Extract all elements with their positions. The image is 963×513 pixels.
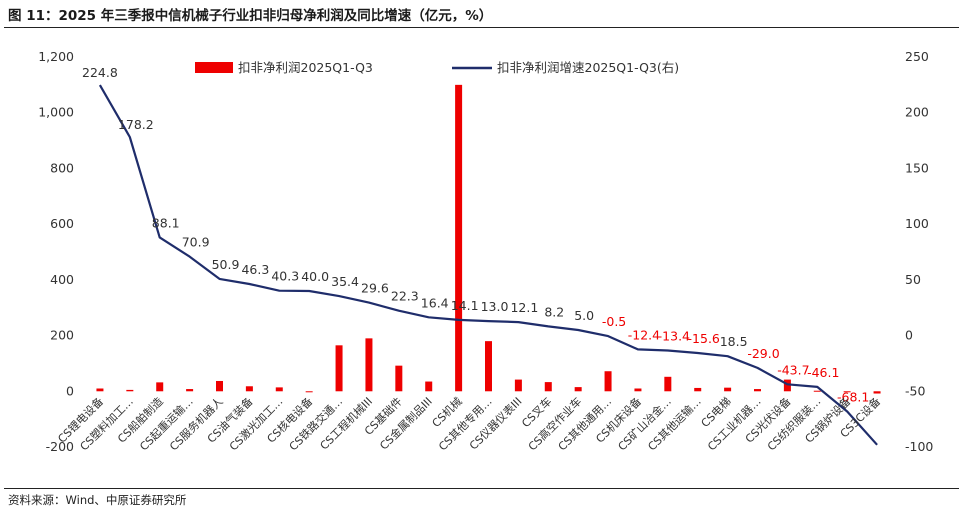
chart: -200 0 200 400 600 800 1,000 1,200 -100 -50 0 50 10… xyxy=(38,49,933,454)
line-data-label: 12.1 xyxy=(510,300,538,315)
line-data-label: 224.8 xyxy=(82,65,118,80)
right-tick-label: -100 xyxy=(905,439,933,454)
bar-series xyxy=(96,84,881,394)
line-data-label: 35.4 xyxy=(331,274,359,289)
bar xyxy=(216,380,223,392)
bar xyxy=(604,371,612,392)
line-data-label: 178.2 xyxy=(118,117,154,132)
bar xyxy=(544,382,552,392)
bar xyxy=(305,391,313,393)
bar xyxy=(395,365,403,392)
bar xyxy=(574,387,582,392)
line-data-label: 40.0 xyxy=(301,269,329,284)
bar xyxy=(245,386,253,392)
line-data-label: 18.5 xyxy=(720,334,748,349)
bar xyxy=(96,388,104,392)
data-labels: 224.8 178.2 88.170.950.9 46.3 40.3 40.0 35.4 29… xyxy=(82,65,869,404)
bar xyxy=(425,381,433,392)
line-data-label: 8.2 xyxy=(544,304,564,319)
left-tick-label: 200 xyxy=(50,328,74,343)
right-tick-label: 50 xyxy=(905,272,921,287)
left-tick-label: 800 xyxy=(50,160,74,175)
line-data-label: -43.7 xyxy=(777,362,809,377)
top-rule xyxy=(4,27,959,28)
bar xyxy=(485,341,492,392)
bar xyxy=(873,391,881,394)
left-tick-label: 1,200 xyxy=(38,49,74,64)
source-note: 资料来源：Wind、中原证券研究所 xyxy=(8,493,187,507)
bar xyxy=(126,389,134,392)
bar xyxy=(156,382,164,392)
line-data-label: -46.1 xyxy=(807,365,839,380)
bar xyxy=(634,388,642,392)
legend: 扣非净利润2025Q1-Q3 扣非净利润增速2025Q1-Q3(右) xyxy=(195,60,679,75)
bar xyxy=(843,391,851,393)
line-data-label: -0.5 xyxy=(602,314,626,329)
right-tick-label: 200 xyxy=(905,105,929,120)
left-tick-label: 600 xyxy=(50,216,74,231)
figure-title: 图 11：2025 年三季报中信机械子行业扣非归母净利润及同比增速（亿元，%） xyxy=(8,8,493,24)
left-axis: -200 0 200 400 600 800 1,000 1,200 xyxy=(38,49,74,454)
line-data-label: 46.3 xyxy=(241,262,269,277)
left-tick-label: 0 xyxy=(66,383,74,398)
left-tick-label: -200 xyxy=(46,439,74,454)
bar xyxy=(455,84,463,392)
line-data-label: 29.6 xyxy=(361,281,389,296)
line-data-label: 14.1 xyxy=(451,298,479,313)
line-data-label: -13.4 xyxy=(658,329,690,344)
line-data-label: 16.4 xyxy=(421,295,449,310)
right-axis: -100 -50 0 50 100 150 200 250 xyxy=(905,49,933,454)
legend-bar-label: 扣非净利润2025Q1-Q3 xyxy=(238,60,373,75)
bar xyxy=(694,387,702,392)
line-data-label: -68.1 xyxy=(837,389,869,404)
line-data-label: 5.0 xyxy=(574,308,594,323)
line-data-label: 70.9 xyxy=(182,235,210,250)
left-tick-label: 1,000 xyxy=(38,105,74,120)
bar xyxy=(754,389,761,392)
bar xyxy=(365,338,373,392)
line-data-label: 22.3 xyxy=(391,289,419,304)
bar xyxy=(186,389,194,392)
line-data-label: 13.0 xyxy=(481,299,509,314)
right-tick-label: 0 xyxy=(905,328,913,343)
right-tick-label: 100 xyxy=(905,216,929,231)
category-labels: CS锂电设备CS塑料加工…CS船舶制造CS起重运输…CS服务机器人CS油气装备C… xyxy=(55,394,883,453)
line-data-label: 50.9 xyxy=(212,257,240,272)
bar xyxy=(514,379,522,392)
bar xyxy=(275,387,283,392)
line-series xyxy=(98,84,878,446)
legend-bar-swatch xyxy=(195,62,233,73)
line-data-label: -29.0 xyxy=(747,346,779,361)
bottom-rule xyxy=(4,488,959,489)
line-data-label: 40.3 xyxy=(271,269,299,284)
line-data-label: -15.6 xyxy=(688,331,720,346)
bar xyxy=(335,345,343,392)
right-tick-label: -50 xyxy=(905,383,925,398)
right-tick-label: 150 xyxy=(905,160,929,175)
left-tick-label: 400 xyxy=(50,272,74,287)
line-data-label: 88.1 xyxy=(152,215,180,230)
line-data-label: -12.4 xyxy=(628,327,660,342)
bar xyxy=(813,390,821,392)
right-tick-label: 250 xyxy=(905,49,929,64)
bar xyxy=(783,379,791,392)
legend-line-label: 扣非净利润增速2025Q1-Q3(右) xyxy=(497,60,679,75)
bar xyxy=(664,376,672,392)
bar xyxy=(724,387,732,392)
growth-line xyxy=(98,84,878,446)
